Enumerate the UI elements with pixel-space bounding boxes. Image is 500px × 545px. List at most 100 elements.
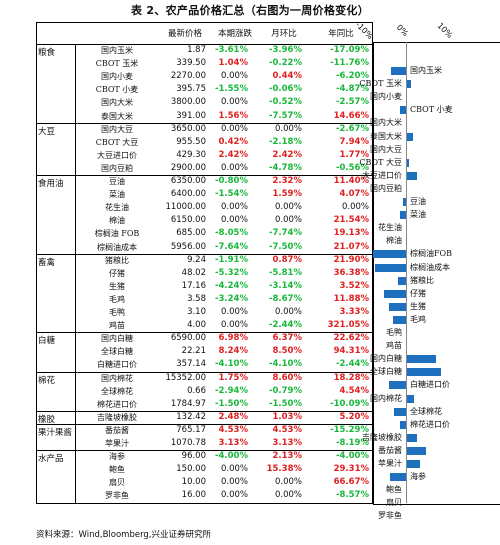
weekly-change-value: -1.54% [214, 189, 248, 200]
group-rule [36, 424, 373, 425]
chart-item-label: 全球白糖 [370, 367, 402, 377]
table-left-rule [36, 22, 37, 503]
table-row: 国内大豆 3650.00 0.00% 0.00% -2.67% [36, 123, 373, 136]
yoy-value: 29.31% [333, 464, 369, 475]
mom-value: 8.50% [272, 346, 303, 357]
yoy-value: 11.88% [333, 293, 369, 304]
group-rule [36, 123, 373, 124]
weekly-change-value: 0.00% [220, 123, 248, 134]
price-value: 429.30 [176, 149, 206, 160]
yoy-value: -17.09% [330, 45, 369, 55]
item-name: 棕榈油 FOB [94, 229, 140, 239]
mom-value: -3.96% [268, 45, 302, 55]
item-name: 毛鸡 [109, 294, 125, 304]
weekly-change-value: -4.10% [214, 359, 248, 370]
weekly-change-value: 0.00% [220, 464, 248, 475]
mom-value: -4.10% [268, 359, 302, 370]
weekly-change-value: -3.61% [214, 45, 248, 55]
price-value: 3.10 [187, 307, 206, 317]
price-value: 6400.00 [170, 189, 206, 200]
table-row: 全球棉花 0.66 -2.94% -0.79% 4.54% [36, 385, 373, 398]
price-value: 1070.78 [170, 438, 206, 448]
price-value: 6350.00 [170, 176, 206, 186]
header-yoy: 年同比 [328, 29, 354, 39]
price-value: 3.58 [187, 293, 206, 304]
table-row: 国内豆粕 2900.00 0.00% -4.78% -0.56% [36, 162, 373, 175]
weekly-change-value: 8.24% [218, 346, 249, 357]
axis-label-zero: 0% [394, 22, 411, 39]
axis-label-neg10: -10% [353, 20, 375, 41]
chart-bar [391, 67, 406, 75]
chart-item-label: 国内棉花 [370, 393, 402, 403]
group-rule [36, 175, 373, 176]
weekly-change-value: 0.00% [220, 71, 248, 82]
weekly-change-chart: -10% 0% 10% 国内玉米 CBOT 玉米 国内小麦 CBOT 小麦 国内大米 泰国… [318, 20, 500, 527]
price-value: 132.42 [176, 411, 206, 422]
price-value: 11000.00 [165, 202, 206, 213]
mom-value: -7.74% [268, 228, 302, 239]
table-row: 棉油 6150.00 0.00% 0.00% 21.54% [36, 214, 373, 227]
price-value: 10.00 [181, 477, 206, 488]
yoy-value: 22.62% [333, 333, 369, 344]
chart-item-label: CBOT 大豆 [359, 157, 402, 167]
mom-value: 8.60% [272, 372, 303, 383]
table-row: 白糖进口价 357.14 -4.10% -4.10% -2.44% [36, 358, 373, 371]
chart-bar [374, 263, 406, 272]
weekly-change-value: -2.94% [214, 385, 248, 396]
price-value: 3800.00 [170, 97, 206, 108]
category-divider [75, 44, 76, 503]
table-top-rule [36, 22, 373, 23]
chart-bar [407, 80, 412, 89]
yoy-value: -2.67% [335, 123, 369, 134]
chart-bar [407, 394, 415, 403]
weekly-change-value: 0.00% [220, 490, 248, 501]
weekly-change-value: 1.04% [218, 58, 249, 69]
chart-bar [407, 368, 441, 377]
chart-item-label: 海参 [410, 472, 426, 482]
chart-bar [407, 355, 436, 364]
item-name: CBOT 小麦 [95, 85, 139, 95]
price-value: 765.17 [176, 424, 206, 435]
price-value: 5956.00 [170, 241, 206, 252]
mom-value: -7.57% [268, 110, 302, 121]
category-label: 白糖 [38, 336, 56, 347]
chart-zero-line [406, 42, 407, 503]
chart-item-label: 毛鸭 [386, 328, 402, 337]
item-name: 生猪 [109, 281, 125, 291]
weekly-change-value: 0.42% [218, 136, 249, 147]
weekly-change-value: 1.75% [218, 372, 249, 383]
weekly-change-value: 6.98% [218, 333, 249, 344]
chart-item-label: 国内白糖 [370, 354, 402, 364]
yoy-value: -10.09% [330, 398, 369, 409]
mom-value: 0.00% [274, 123, 302, 134]
chart-item-label: 仔猪 [410, 288, 426, 298]
mom-value: -2.18% [268, 136, 302, 147]
header-mom: 月环比 [271, 29, 297, 39]
table-row: 国内小麦 2270.00 0.00% 0.44% -6.20% [36, 70, 373, 83]
chart-item-label: 吉隆坡橡胶 [362, 432, 402, 442]
price-value: 955.50 [176, 136, 206, 147]
table-row: 全球白糖 22.21 8.24% 8.50% 94.31% [36, 345, 373, 358]
weekly-change-value: -7.64% [214, 241, 248, 252]
mom-value: -8.67% [268, 293, 302, 304]
item-name: 棉油 [109, 216, 125, 226]
category-label: 畜禽 [38, 257, 56, 268]
mom-value: 0.00% [274, 307, 302, 317]
item-name: 扇贝 [109, 478, 125, 488]
table-row: CBOT 小麦 395.75 -1.55% -0.06% -4.87% [36, 83, 373, 96]
chart-bar [402, 198, 406, 206]
chart-bar [407, 446, 426, 455]
mom-value: 0.00% [274, 215, 302, 226]
chart-item-label: 国内豆粕 [370, 183, 402, 193]
price-value: 6590.00 [170, 333, 206, 344]
chart-item-label: 猪粮比 [410, 275, 434, 285]
yoy-value: 3.52% [339, 280, 370, 291]
mom-value: -0.06% [268, 84, 302, 95]
chart-item-label: 国内小麦 [370, 92, 402, 102]
price-value: 17.16 [181, 280, 206, 291]
weekly-change-value: 1.56% [218, 110, 249, 121]
chart-bar [389, 473, 406, 482]
yoy-value: 66.67% [333, 477, 369, 488]
table-row: 国内棉花 15352.00 1.75% 8.60% 18.28% [36, 372, 373, 385]
chart-item-label: 棕榈油FOB [410, 249, 452, 259]
